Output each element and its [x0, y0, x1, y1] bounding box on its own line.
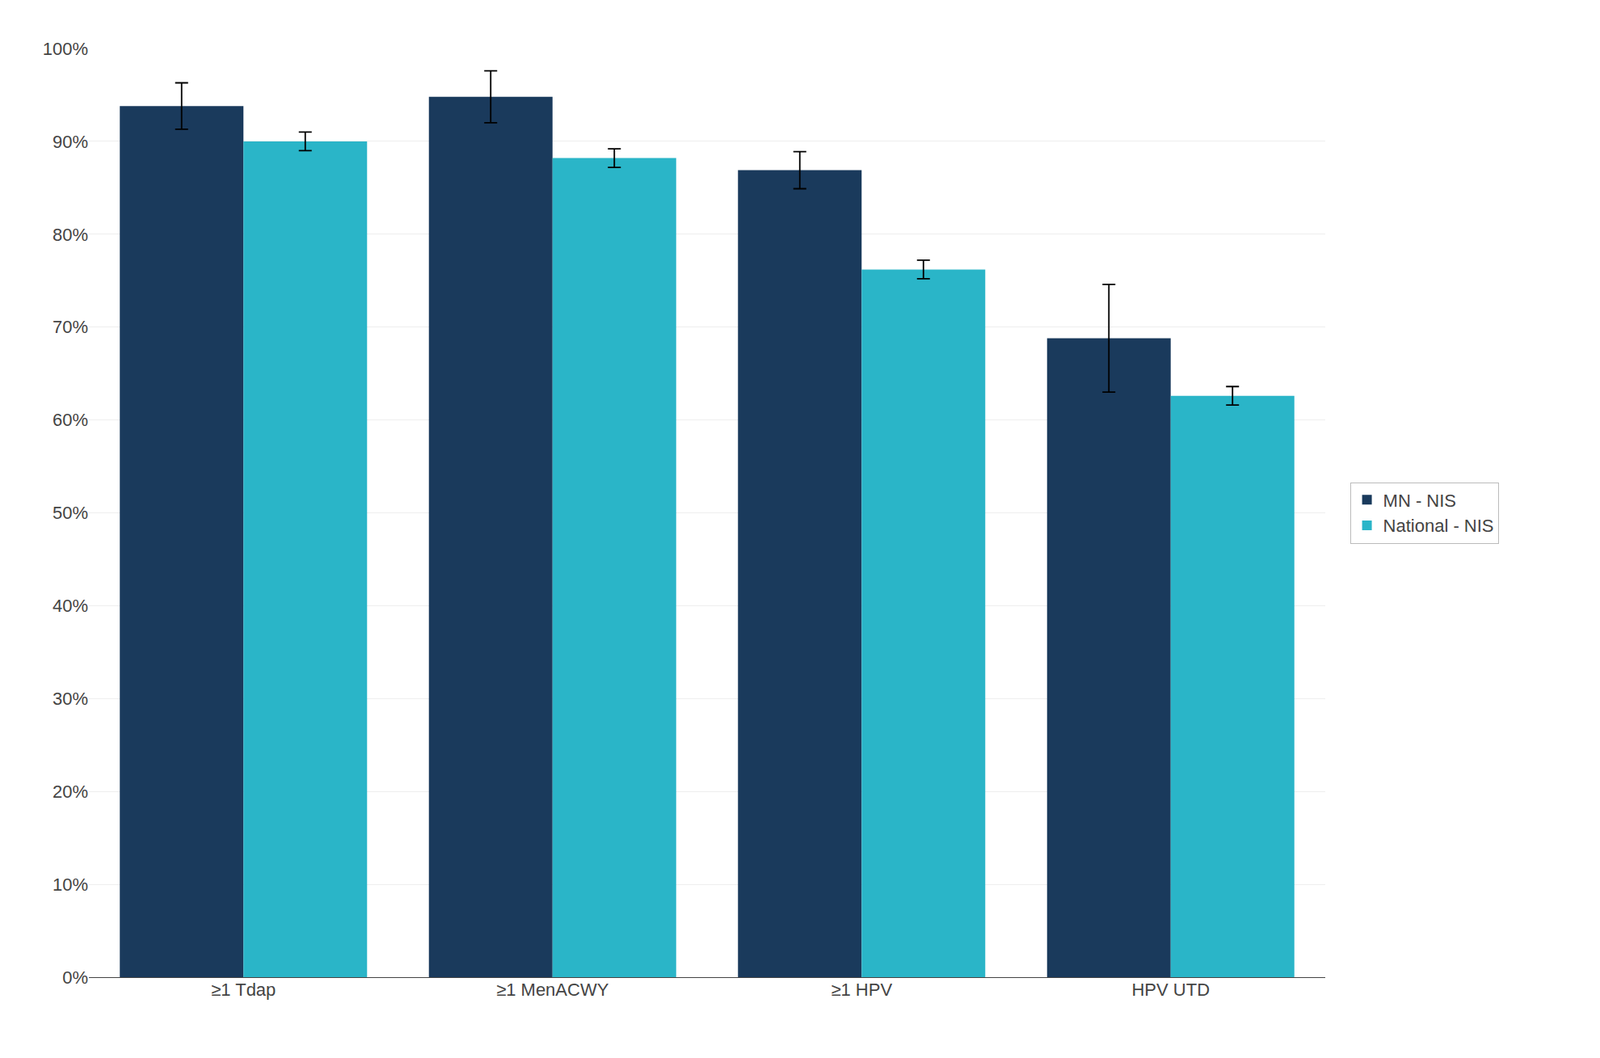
svg-text:10%: 10% [52, 874, 89, 895]
svg-text:≥1 MenACWY: ≥1 MenACWY [496, 979, 610, 1000]
svg-text:60%: 60% [52, 409, 89, 430]
svg-text:70%: 70% [52, 316, 89, 337]
svg-text:20%: 20% [52, 781, 89, 802]
svg-text:80%: 80% [52, 224, 89, 245]
svg-text:0%: 0% [62, 967, 89, 988]
svg-text:National - NIS: National - NIS [1383, 515, 1495, 536]
svg-text:30%: 30% [52, 688, 89, 709]
svg-text:100%: 100% [42, 38, 89, 59]
svg-text:HPV UTD: HPV UTD [1131, 979, 1210, 1000]
svg-text:50%: 50% [52, 502, 89, 523]
svg-text:90%: 90% [52, 131, 89, 152]
svg-text:40%: 40% [52, 595, 89, 616]
svg-text:≥1 HPV: ≥1 HPV [830, 979, 893, 1000]
svg-text:MN - NIS: MN - NIS [1383, 490, 1457, 511]
svg-text:≥1 Tdap: ≥1 Tdap [210, 979, 276, 1000]
